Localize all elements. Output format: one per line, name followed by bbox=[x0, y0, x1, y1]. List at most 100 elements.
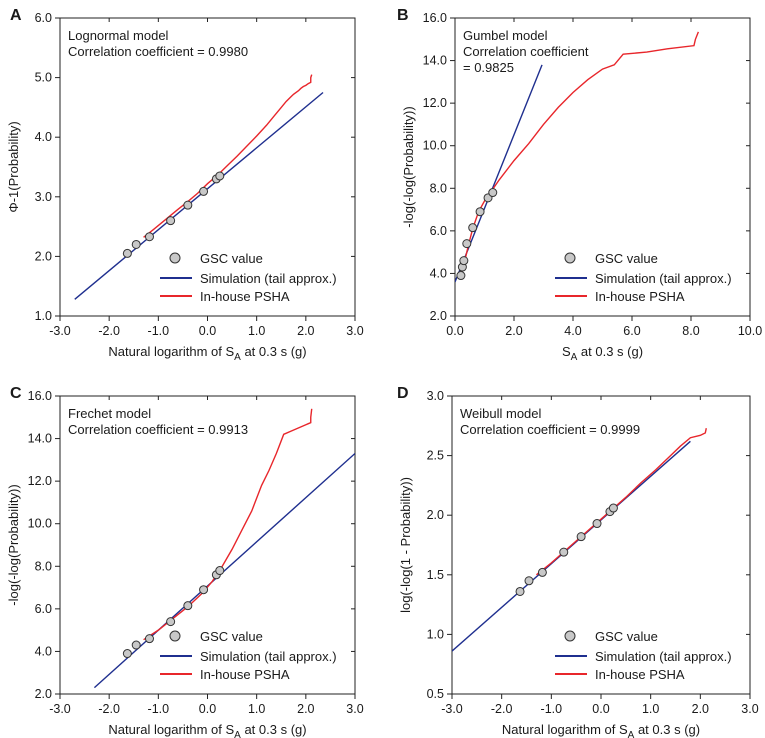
panel-b-gsc-point bbox=[488, 188, 498, 198]
panel-a-xtick-label: -3.0 bbox=[49, 324, 71, 338]
panel-c-ytick-label: 4.0 bbox=[35, 644, 52, 658]
panel-a-legend-inhouse-label: In-house PSHA bbox=[200, 289, 290, 304]
panel-c-gsc-point bbox=[122, 649, 132, 659]
panel-a-ytick-label: 6.0 bbox=[35, 11, 52, 25]
panel-a-legend-simulation-label: Simulation (tail approx.) bbox=[200, 271, 337, 286]
panel-b-ylabel: -log(-log(Probability)) bbox=[401, 106, 416, 227]
panel-c-xlabel-sub: A bbox=[234, 730, 241, 738]
panel-b-legend-simulation-label: Simulation (tail approx.) bbox=[595, 271, 732, 286]
panel-a-title: Lognormal model bbox=[68, 28, 169, 43]
panel-d: D -3.0 -2.0 -1.0 0.0 1.0 2.0 3.0 0.5 1.0 1.5 2.0 2.5… bbox=[397, 385, 759, 738]
panel-c-gsc-point bbox=[183, 601, 193, 611]
panel-c-ytick-label: 10.0 bbox=[28, 517, 52, 531]
panel-d-gsc-point bbox=[608, 503, 618, 513]
panel-d-xtick-label: 2.0 bbox=[692, 702, 709, 716]
panel-c-xlabel-suffix: at 0.3 s (g) bbox=[241, 722, 307, 737]
panel-a-xtick-label: 2.0 bbox=[297, 324, 314, 338]
panel-a-correlation: Correlation coefficient = 0.9980 bbox=[68, 44, 248, 59]
panel-a-xlabel-sub: A bbox=[234, 352, 241, 363]
panel-a-xtick-label: -1.0 bbox=[148, 324, 170, 338]
panel-d-xlabel-main: Natural logarithm of S bbox=[502, 722, 628, 737]
panel-c-ytick-label: 12.0 bbox=[28, 474, 52, 488]
panel-a-gsc-point bbox=[199, 186, 209, 196]
panel-a-gsc-point bbox=[122, 248, 132, 258]
panel-d-xlabel-suffix: at 0.3 s (g) bbox=[634, 722, 700, 737]
panel-d-gsc-point bbox=[592, 519, 602, 529]
panel-c-inhouse-line bbox=[143, 408, 313, 641]
panel-c-gsc-point bbox=[131, 640, 141, 650]
panel-d-ytick-label: 2.5 bbox=[427, 449, 444, 463]
panel-c-xtick-label: 0.0 bbox=[199, 702, 216, 716]
panel-b-xlabel: SA at 0.3 s (g) bbox=[562, 344, 643, 363]
panel-d-inhouse-line bbox=[535, 428, 707, 576]
panel-c-legend-inhouse-label: In-house PSHA bbox=[200, 667, 290, 682]
panel-b-ytick-label: 8.0 bbox=[430, 181, 447, 195]
panel-a-letter: A bbox=[10, 7, 22, 24]
panel-b-xtick-label: 0.0 bbox=[446, 324, 463, 338]
panel-d-legend-inhouse-label: In-house PSHA bbox=[595, 667, 685, 682]
panel-b-frame bbox=[454, 17, 751, 317]
panel-d-ytick-label: 1.0 bbox=[427, 627, 444, 641]
panel-c-correlation: Correlation coefficient = 0.9913 bbox=[68, 422, 248, 437]
panel-c-title: Frechet model bbox=[68, 406, 151, 421]
panel-a-legend-gsc-label: GSC value bbox=[200, 251, 263, 266]
panel-d-gsc-point bbox=[524, 576, 534, 586]
panel-c-ytick-label: 6.0 bbox=[35, 602, 52, 616]
panel-b-gsc-point bbox=[468, 223, 478, 233]
panel-d-ytick-label: 0.5 bbox=[427, 687, 444, 701]
panel-a-gsc-point bbox=[166, 216, 176, 226]
panel-c-data bbox=[93, 408, 355, 689]
panel-a-ytick-label: 1.0 bbox=[35, 309, 52, 323]
panel-b-ytick-label: 12.0 bbox=[423, 96, 447, 110]
panel-a-ytick-label: 3.0 bbox=[35, 190, 52, 204]
panel-d-legend: GSC value Simulation (tail approx.) In-hou… bbox=[555, 629, 732, 682]
panel-b-xtick-label: 2.0 bbox=[505, 324, 522, 338]
panel-b-legend-gsc-label: GSC value bbox=[595, 251, 658, 266]
panel-b-xtick-label: 6.0 bbox=[623, 324, 640, 338]
panel-c-gsc-point bbox=[199, 585, 209, 595]
panel-d-xlabel: Natural logarithm of SA at 0.3 s (g) bbox=[502, 722, 700, 738]
panel-d-xtick-label: -2.0 bbox=[491, 702, 513, 716]
panel-c-ytick-label: 8.0 bbox=[35, 559, 52, 573]
panel-d-gsc-point bbox=[559, 547, 569, 557]
panel-b-legend-gsc-marker bbox=[564, 252, 576, 264]
panel-a: A -3.0 -2.0 -1.0 0.0 1.0 2.0 3.0 1.0 2.0 3.0 4.0 5.0… bbox=[6, 7, 364, 363]
panel-d-title: Weibull model bbox=[460, 406, 542, 421]
panel-c-legend-gsc-marker bbox=[169, 630, 181, 642]
panel-a-gsc-point bbox=[144, 232, 154, 242]
panel-c-ytick-label: 14.0 bbox=[28, 432, 52, 446]
panel-b-title: Gumbel model bbox=[463, 28, 548, 43]
panel-a-legend-gsc-marker bbox=[169, 252, 181, 264]
panel-b-xlabel-main: S bbox=[562, 344, 571, 359]
panel-c-gsc-point bbox=[215, 566, 225, 576]
panel-c-xtick-label: -1.0 bbox=[148, 702, 170, 716]
panel-b-legend: GSC value Simulation (tail approx.) In-hou… bbox=[555, 251, 732, 304]
panel-d-letter: D bbox=[397, 385, 409, 402]
panel-d-ytick-label: 1.5 bbox=[427, 568, 444, 582]
panel-c-ylabel: -log(-log(Probability)) bbox=[6, 484, 21, 605]
panel-b-gsc-point bbox=[456, 271, 466, 281]
panel-a-xlabel-main: Natural logarithm of S bbox=[108, 344, 234, 359]
panel-d-ytick-label: 3.0 bbox=[427, 389, 444, 403]
panel-d-gsc-point bbox=[515, 586, 525, 596]
panel-b-correlation-value: = 0.9825 bbox=[463, 60, 514, 75]
panel-d-xlabel-sub: A bbox=[628, 730, 635, 738]
panel-c-xtick-label: -3.0 bbox=[49, 702, 71, 716]
panel-d-gsc-point bbox=[537, 567, 547, 577]
panel-c-legend: GSC value Simulation (tail approx.) In-hou… bbox=[160, 629, 337, 682]
panel-d-correlation: Correlation coefficient = 0.9999 bbox=[460, 422, 640, 437]
panel-b: B0.0 2.0 4.0 6.0 8.0 10.02.04.06.08.010.012.0… bbox=[397, 7, 762, 363]
panel-b-ytick-label: 6.0 bbox=[430, 224, 447, 238]
panel-c-ytick-label: 2.0 bbox=[35, 687, 52, 701]
panel-a-xtick-label: 1.0 bbox=[248, 324, 265, 338]
panel-b-gsc-point bbox=[462, 239, 472, 249]
panel-c-legend-simulation-label: Simulation (tail approx.) bbox=[200, 649, 337, 664]
panel-b-data bbox=[455, 31, 700, 283]
panel-a-ytick-label: 4.0 bbox=[35, 130, 52, 144]
panel-a-xlabel-suffix: at 0.3 s (g) bbox=[241, 344, 307, 359]
panel-b-letter: B bbox=[397, 7, 409, 24]
panel-a-inhouse-line bbox=[143, 74, 313, 238]
panel-b-correlation: Correlation coefficient bbox=[463, 44, 589, 59]
panel-c-xlabel-main: Natural logarithm of S bbox=[108, 722, 234, 737]
panel-b-gsc-point bbox=[475, 207, 485, 217]
